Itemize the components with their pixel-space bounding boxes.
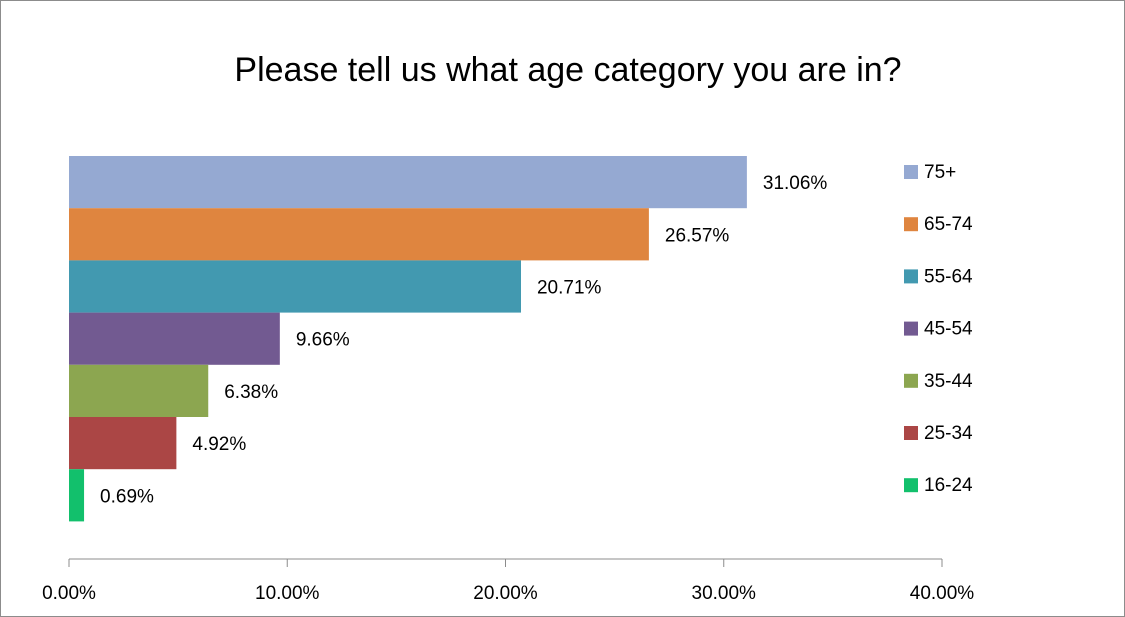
- legend: 75+ 65-74 55-64 45-54 35-44 25-34 16-24: [904, 162, 973, 496]
- bar-45-54: [69, 312, 280, 365]
- data-labels: 31.06% 26.57% 20.71% 9.66% 6.38% 4.92% 0.69%: [100, 173, 827, 507]
- legend-swatch: [904, 426, 918, 440]
- legend-swatch: [904, 269, 918, 284]
- legend-label: 55-64: [924, 266, 973, 287]
- x-tick-label: 10.00%: [255, 583, 320, 604]
- legend-swatch: [904, 217, 918, 232]
- legend-label: 25-34: [924, 423, 973, 444]
- legend-label: 45-54: [924, 319, 973, 340]
- legend-label: 65-74: [924, 214, 973, 235]
- x-axis: 0.00% 10.00% 20.00% 30.00% 40.00%: [42, 558, 975, 604]
- chart-title: Please tell us what age category you are…: [234, 51, 901, 89]
- x-tick-label: 30.00%: [692, 583, 757, 604]
- legend-label: 75+: [924, 162, 956, 183]
- data-label: 6.38%: [224, 382, 278, 403]
- bars: [69, 156, 747, 522]
- bar-75plus: [69, 156, 747, 209]
- data-label: 9.66%: [296, 330, 350, 351]
- bar-35-44: [69, 364, 209, 417]
- legend-swatch: [904, 373, 918, 388]
- legend-swatch: [904, 165, 918, 179]
- data-label: 20.71%: [537, 278, 602, 299]
- x-tick-label: 20.00%: [473, 583, 538, 604]
- legend-label: 35-44: [924, 371, 973, 392]
- bar-16-24: [69, 469, 85, 522]
- bar-55-64: [69, 260, 521, 313]
- bar-25-34: [69, 417, 177, 470]
- data-label: 31.06%: [763, 173, 828, 194]
- data-label: 4.92%: [192, 434, 246, 455]
- x-tick-label: 0.00%: [42, 583, 96, 604]
- data-label: 0.69%: [100, 486, 154, 507]
- legend-swatch: [904, 478, 918, 493]
- legend-swatch: [904, 321, 918, 336]
- legend-label: 16-24: [924, 475, 973, 496]
- data-label: 26.57%: [665, 225, 730, 246]
- x-tick-label: 40.00%: [910, 583, 975, 604]
- bar-65-74: [69, 208, 649, 261]
